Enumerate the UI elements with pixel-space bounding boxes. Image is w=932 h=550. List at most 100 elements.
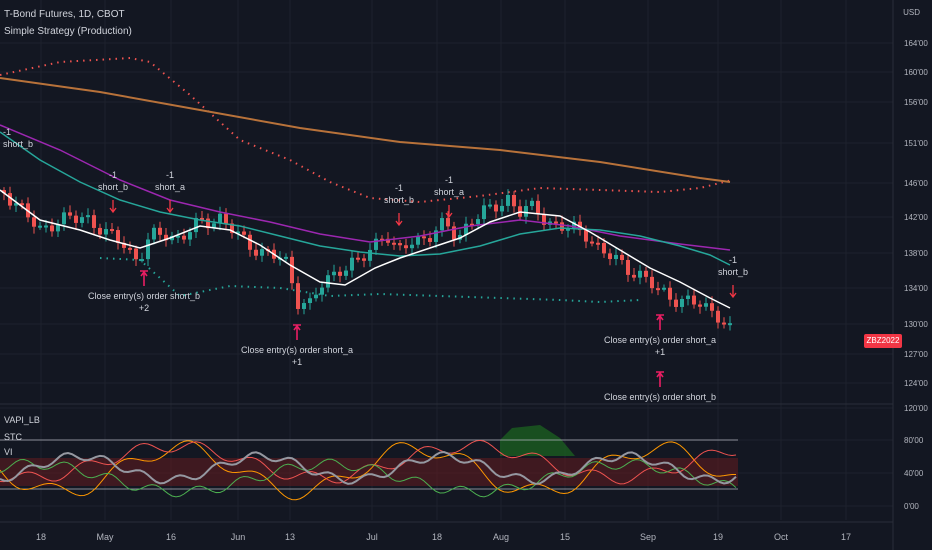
last-price-badge: ZBZ2022 [864, 334, 902, 348]
candle-body [698, 304, 702, 307]
candle-body [110, 229, 114, 232]
candle-body [566, 228, 570, 231]
candle-body [476, 219, 480, 225]
sma-mid-line [0, 131, 731, 266]
candle-body [50, 225, 54, 232]
sma-fast-line [0, 189, 731, 309]
x-tick-label: Jul [366, 532, 378, 542]
candle-body [254, 249, 258, 256]
candle-body [416, 236, 420, 245]
candle-body [146, 239, 150, 260]
candle-body [320, 287, 324, 295]
y-tick-label: 160'00 [904, 68, 928, 77]
candle-body [290, 256, 294, 284]
candle-body [8, 193, 12, 206]
signal-label: short_b [718, 267, 748, 277]
candle-body [344, 270, 348, 276]
signal-arrow-up [656, 371, 664, 387]
candle-body [620, 254, 624, 261]
symbol-title: T-Bond Futures, 1D, CBOT [4, 9, 125, 20]
candle-body [512, 194, 516, 207]
candle-body [428, 238, 432, 242]
sma-slow-line [0, 124, 731, 251]
candle-body [302, 303, 306, 309]
candle-body [284, 256, 288, 259]
candle-body [260, 249, 264, 256]
candle-body [218, 213, 222, 224]
x-tick-label: 16 [166, 532, 176, 542]
candle-body [104, 229, 108, 235]
x-tick-label: Aug [493, 532, 509, 542]
candle-body [554, 221, 558, 224]
candle-body [128, 247, 132, 250]
candle-body [446, 218, 450, 227]
signal-label: -1 [395, 183, 403, 193]
candle-body [656, 288, 660, 291]
candle-body [374, 238, 378, 250]
candle-body [530, 200, 534, 207]
x-tick-label: 19 [713, 532, 723, 542]
axes: 164'00160'00156'00151'00146'00142'00138'… [36, 39, 928, 542]
x-tick-label: May [96, 532, 114, 542]
y-tick-label: 127'00 [904, 350, 928, 359]
upper-band [0, 56, 733, 204]
strategy-name: Simple Strategy (Production) [4, 26, 132, 37]
candle-body [626, 260, 630, 275]
candle-body [236, 231, 240, 234]
signal-label: Close entry(s) order short_a [604, 335, 716, 345]
candle-body [122, 242, 126, 248]
candle-body [176, 235, 180, 238]
sma-long-line [0, 77, 731, 183]
candle-body [704, 303, 708, 307]
candle-body [536, 200, 540, 215]
y-tick-label: 146'00 [904, 179, 928, 188]
candle-body [212, 223, 216, 229]
candle-body [692, 295, 696, 305]
signal-label: +1 [292, 357, 302, 367]
candle-body [482, 205, 486, 220]
signal-label: short_a [434, 187, 464, 197]
oscillator-label-stc: STC [4, 432, 22, 442]
osc-tick-label: 0'00 [904, 502, 919, 511]
candle-body [32, 217, 36, 227]
candle-body [38, 225, 42, 228]
y-tick-label: 138'00 [904, 249, 928, 258]
candle-body [392, 242, 396, 245]
candle-body [398, 243, 402, 246]
candle-body [728, 323, 732, 326]
candle-body [608, 253, 612, 260]
candle-body [596, 242, 600, 245]
signal-label: short_b [98, 182, 128, 192]
candle-body [20, 203, 24, 206]
candle-body [380, 238, 384, 241]
x-tick-label: Jun [231, 532, 246, 542]
currency-label: USD [903, 8, 920, 17]
y-tick-label: 164'00 [904, 39, 928, 48]
candle-body [206, 218, 210, 229]
candle-body [86, 215, 90, 218]
candle-body [662, 287, 666, 290]
candle-body [134, 248, 138, 260]
signal-arrow-down [109, 200, 117, 214]
candle-body [560, 222, 564, 231]
candle-body [602, 243, 606, 254]
signal-arrow-down [445, 205, 453, 219]
candle-body [140, 259, 144, 262]
stc-line [0, 440, 737, 501]
candle-body [440, 218, 444, 231]
x-tick-label: 18 [432, 532, 442, 542]
oscillator [0, 425, 738, 501]
candle-body [638, 270, 642, 278]
y-tick-label: 151'00 [904, 139, 928, 148]
candle-body [362, 258, 366, 261]
signal-label: Close entry(s) order short_b [88, 291, 200, 301]
osc-tick-label: 120'00 [904, 404, 928, 413]
candle-body [644, 270, 648, 277]
candle-body [674, 299, 678, 307]
x-tick-label: 15 [560, 532, 570, 542]
candle-body [470, 223, 474, 226]
candle-body [194, 217, 198, 233]
candle-body [188, 232, 192, 240]
candle-body [500, 205, 504, 212]
